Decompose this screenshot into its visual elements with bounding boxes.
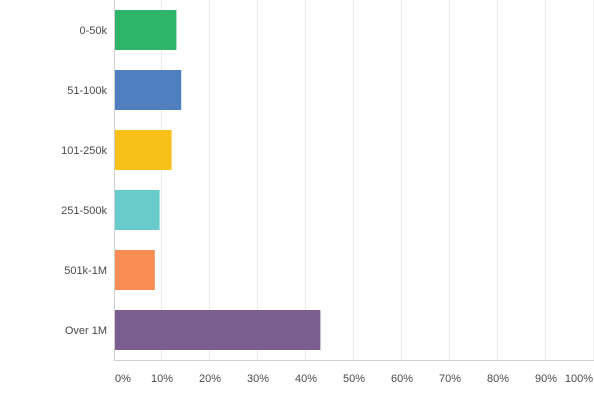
category-label: 51-100k	[67, 85, 107, 97]
x-tick-label: 10%	[151, 373, 173, 385]
x-tick-label: 50%	[343, 373, 365, 385]
x-tick-label: 80%	[487, 373, 509, 385]
bar[interactable]	[115, 70, 182, 110]
category-label: 501k-1M	[64, 265, 107, 277]
x-tick-label: 20%	[199, 373, 221, 385]
bar[interactable]	[115, 310, 321, 350]
bar[interactable]	[115, 10, 177, 50]
x-tick-label: 30%	[247, 373, 269, 385]
x-tick-labels: 0% 10% 20% 30% 40% 50% 60% 70% 80% 90% 100%	[115, 373, 593, 385]
category-label: Over 1M	[65, 325, 107, 337]
x-tick-label: 70%	[439, 373, 461, 385]
grid-lines	[161, 0, 594, 360]
bar[interactable]	[115, 130, 172, 170]
x-tick-label: 40%	[295, 373, 317, 385]
x-tick-label: 100%	[565, 373, 593, 385]
bars	[115, 10, 321, 350]
x-tick-label: 60%	[391, 373, 413, 385]
category-labels: 0-50k 51-100k 101-250k 251-500k 501k-1M Over …	[61, 25, 107, 337]
x-tick-label: 0%	[115, 373, 131, 385]
bar[interactable]	[115, 190, 160, 230]
category-label: 101-250k	[61, 145, 107, 157]
category-label: 0-50k	[79, 25, 107, 37]
category-label: 251-500k	[61, 205, 107, 217]
bar[interactable]	[115, 250, 155, 290]
x-tick-label: 90%	[535, 373, 557, 385]
